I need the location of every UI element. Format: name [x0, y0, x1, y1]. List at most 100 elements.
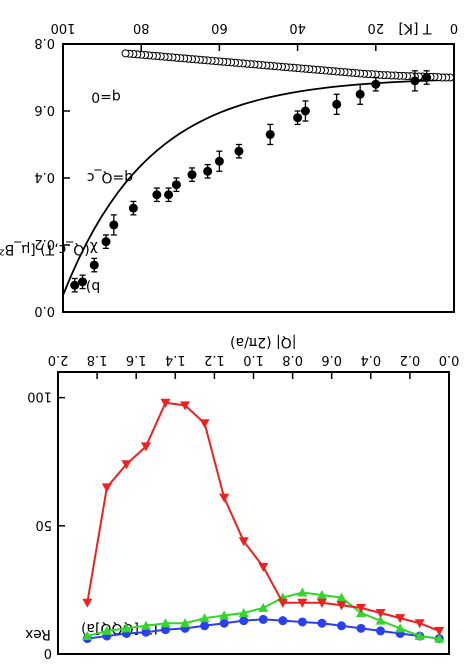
panel-b-series-label-qc: q=Q_c [87, 169, 133, 185]
panel-a-point [375, 608, 386, 618]
panel-b-ylabel: χ(Q_c,T) [μ_B² / meV] [0, 241, 98, 257]
panel-a-point [376, 626, 386, 636]
panel-b-xtick-label: 60 [211, 20, 228, 35]
panel-a-point [219, 493, 230, 503]
panel-a-point [297, 617, 307, 627]
panel-b-point-filled [89, 260, 99, 270]
panel-a-point [239, 616, 249, 626]
panel-a-point [414, 619, 425, 629]
panel-b-point-filled [152, 190, 162, 200]
panel-b-ytick-label: 0.6 [34, 102, 55, 117]
panel-a-point [336, 601, 347, 611]
panel-a-point [101, 483, 112, 493]
panel-a-point [219, 618, 229, 628]
panel-b-xtick-label: 40 [289, 20, 306, 35]
panel-a-point [434, 626, 445, 636]
panel-a-ylabel: Rex [25, 626, 51, 642]
panel-b-series-label-q0: q=0 [91, 89, 121, 105]
panel-a-xtick-label: 1.8 [87, 352, 108, 367]
panel-a-point [200, 621, 210, 631]
panel-a-point [121, 460, 132, 470]
panel-a-point [238, 537, 249, 547]
panel-b-point-filled [234, 146, 244, 156]
panel-a-xtick-label: 1.4 [165, 352, 186, 367]
panel-b-xtick-label: 80 [133, 20, 150, 35]
panel-a-point [161, 625, 171, 635]
panel-b-point-filled [355, 89, 365, 99]
panel-a-xtick-label: 0.8 [282, 352, 303, 367]
panel-a-point [180, 401, 191, 411]
panel-a-point [434, 633, 445, 643]
panel-b-point-filled [332, 99, 342, 109]
panel-a-point [258, 602, 269, 612]
panel-a-point [297, 587, 308, 597]
panel-b-point-filled [371, 79, 381, 89]
panel-b-point-filled [410, 76, 420, 86]
panel-a-point [238, 607, 249, 617]
panel-a-xtick-label: 1.0 [243, 352, 264, 367]
panel-a-point [277, 598, 288, 608]
panel-a-ytick-label: 0 [44, 645, 52, 660]
panel-b-xtick-label: 100 [51, 20, 76, 35]
panel-b-fit-curve [62, 78, 455, 296]
panel-a-xtick-label: 1.2 [204, 352, 225, 367]
panel-b-label: b) [86, 278, 100, 294]
panel-a-point [82, 598, 93, 608]
panel-a-point [199, 419, 210, 429]
panel-a-xtick-label: 0.2 [400, 352, 421, 367]
panel-b-ytick-label: 0.2 [34, 236, 55, 251]
panel-a-point [356, 603, 367, 613]
panel-a-point [317, 618, 327, 628]
panel-a-point [258, 614, 268, 624]
panel-a-point [336, 592, 347, 602]
panel-a-point [395, 614, 406, 624]
panel-a-point [316, 598, 327, 608]
panel-a-xtick-label: 2.0 [48, 352, 69, 367]
panel-b-point-filled [300, 106, 310, 116]
panel-a-xtick-label: 1.6 [126, 352, 147, 367]
panel-a-ytick-label: 100 [27, 389, 52, 404]
panel-a-point [121, 623, 132, 633]
panel-b-point-filled [128, 203, 138, 213]
panel-b-ytick-label: 0.4 [34, 169, 55, 184]
panel-b-point-filled [70, 280, 80, 290]
panel-a-point [141, 627, 151, 637]
panel-a-point [278, 616, 288, 626]
panel-a-ytick-label: 50 [35, 517, 52, 532]
panel-b-point-filled [78, 277, 88, 287]
panel-a-point [140, 442, 151, 452]
panel-a-point [82, 631, 93, 641]
panel-a-point [219, 610, 230, 620]
panel-a-label: a) [81, 620, 95, 636]
panel-b-point-filled [214, 156, 224, 166]
panel-a-point [414, 631, 425, 641]
panel-b-point-filled [109, 220, 119, 230]
panel-b-point-open [121, 49, 130, 58]
panel-a-series-line [86, 401, 440, 632]
panel-b-point-filled [203, 166, 213, 176]
panel-a-point [356, 623, 366, 633]
panel-b-xtick-label: 20 [368, 20, 385, 35]
panel-a-xtick-label: 0.4 [360, 352, 381, 367]
panel-b-point-filled [422, 73, 432, 82]
panel-a-point [395, 623, 406, 633]
panel-b-point-filled [171, 180, 181, 190]
panel-a-point [316, 590, 327, 600]
panel-a-point [180, 618, 191, 628]
panel-b-xtick-label: 0 [450, 20, 458, 35]
panel-b-point-filled [187, 170, 197, 180]
panel-a-xtick-label: 0.6 [321, 352, 342, 367]
panel-a-point [297, 598, 308, 608]
panel-a-point [160, 398, 171, 408]
panel-a-point [336, 621, 346, 631]
panel-a-point [101, 625, 112, 635]
panel-a-point [258, 562, 269, 572]
panel-a-point [375, 615, 386, 625]
panel-a-xtick-label: 0.0 [439, 352, 460, 367]
panel-b-point-filled [293, 113, 303, 123]
panel-a-xlabel: |Q| (2π/a) [230, 334, 296, 350]
panel-a-frame [57, 371, 450, 655]
panel-b-point-filled [164, 190, 174, 200]
panel-b-ytick-label: 0.0 [34, 303, 55, 318]
panel-b-point-filled [101, 237, 111, 247]
